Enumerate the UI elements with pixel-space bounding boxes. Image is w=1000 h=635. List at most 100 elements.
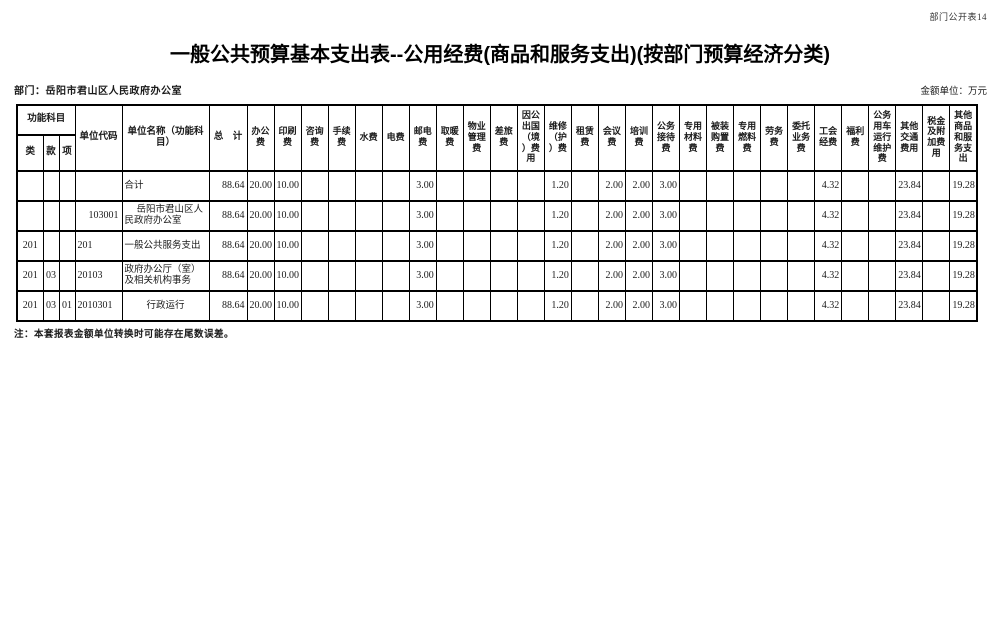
budget-table: 功能科目 单位代码 单位名称（功能科目）总 计办公费 印刷费 咨询费 手续费 水费 电费 邮电费… (16, 104, 978, 322)
header-function-col: 类 (16, 134, 44, 172)
cell-fee-value: 4.32 (814, 260, 843, 292)
header-fee-column: 培训费 (624, 104, 653, 172)
header-function-col: 项 (58, 134, 76, 172)
cell-fee-value (300, 290, 329, 322)
header-fee-label: 委托业务费 (792, 121, 811, 153)
header-fee-column: 手续费 (327, 104, 356, 172)
cell-fee-value: 20.00 (246, 200, 275, 232)
cell-fee-value (678, 200, 708, 232)
cell-fee-value (570, 200, 599, 232)
cell-fee-value (381, 200, 410, 232)
cell-kuan (42, 200, 60, 232)
cell-fee-value (327, 200, 356, 232)
cell-fee-value: 2.00 (597, 200, 626, 232)
cell-fee-value (462, 260, 491, 292)
header-fee-label: 取暖费 (440, 126, 459, 148)
cell-fee-value: 4.32 (814, 290, 843, 322)
cell-fee-value (354, 260, 383, 292)
budget-table-header: 功能科目 单位代码 单位名称（功能科目）总 计办公费 印刷费 咨询费 手续费 水费 电费 邮电费… (16, 104, 978, 172)
header-fee-column: 劳务费 (760, 104, 789, 172)
cell-fee-value (841, 260, 870, 292)
header-fee-label: 劳务费 (765, 126, 784, 148)
cell-unit-code (74, 170, 123, 202)
cell-fee-value (354, 230, 383, 262)
cell-total: 88.64 (208, 290, 248, 322)
cell-fee-value: 2.00 (624, 290, 653, 322)
cell-fee-value: 3.00 (408, 230, 437, 262)
cell-fee-value: 19.28 (949, 170, 978, 202)
header-fee-column: 公务用车运行维护费 (868, 104, 897, 172)
cell-fee-value (760, 260, 789, 292)
cell-fee-value: 10.00 (273, 230, 302, 262)
cell-fee-value (489, 290, 518, 322)
cell-fee-value (435, 170, 464, 202)
cell-unit-name: 一般公共服务支出 (121, 230, 210, 262)
header-fee-column: 物业管理费 (462, 104, 491, 172)
cell-fee-value (868, 290, 897, 322)
cell-kuan (42, 170, 60, 202)
cell-fee-value: 2.00 (624, 200, 653, 232)
cell-fee-value: 2.00 (624, 170, 653, 202)
cell-fee-value: 3.00 (408, 200, 437, 232)
cell-fee-value (706, 290, 735, 322)
cell-lei: 201 (16, 230, 44, 262)
header-fee-label: 差旅费 (494, 126, 513, 148)
cell-fee-value: 10.00 (273, 170, 302, 202)
cell-fee-value: 3.00 (408, 260, 437, 292)
cell-fee-value: 20.00 (246, 170, 275, 202)
cell-fee-value (462, 170, 491, 202)
header-fee-column: 取暖费 (435, 104, 464, 172)
header-fee-column: 维修（护）费 (543, 104, 572, 172)
header-fee-column: 邮电费 (408, 104, 437, 172)
cell-fee-value (516, 230, 545, 262)
cell-lei: 201 (16, 290, 44, 322)
cell-fee-value (841, 200, 870, 232)
cell-kuan: 03 (42, 260, 60, 292)
header-fee-column: 印刷费 (273, 104, 302, 172)
header-function-col: 款 (42, 134, 60, 172)
cell-fee-value (868, 170, 897, 202)
cell-lei: 201 (16, 260, 44, 292)
cell-fee-value (354, 170, 383, 202)
cell-fee-value (678, 290, 708, 322)
amount-unit-label: 金额单位：万元 (920, 87, 987, 97)
header-fee-label: 公务接待费 (656, 121, 675, 153)
header-fee-label: 咨询费 (305, 126, 324, 148)
cell-fee-value (678, 260, 708, 292)
cell-fee-value (381, 290, 410, 322)
cell-fee-value: 3.00 (651, 200, 681, 232)
header-fee-column: 委托业务费 (787, 104, 816, 172)
cell-fee-value (868, 260, 897, 292)
cell-lei (16, 200, 44, 232)
cell-fee-value: 1.20 (543, 290, 572, 322)
cell-fee-value (300, 200, 329, 232)
header-fee-label: 专用燃料费 (738, 121, 757, 153)
cell-fee-value (678, 230, 708, 262)
header-fee-label: 水费 (359, 131, 378, 142)
page-title: 一般公共预算基本支出表--公用经费(商品和服务支出)(按部门预算经济分类) (170, 44, 830, 66)
cell-xiang (58, 230, 76, 262)
header-fee-label: 其他交通费用 (900, 121, 919, 153)
header-fee-column: 会议费 (597, 104, 626, 172)
cell-fee-value (733, 260, 762, 292)
header-fee-column: 租赁费 (570, 104, 599, 172)
cell-fee-value (516, 290, 545, 322)
header-fee-label: 税金及附加费用 (927, 115, 946, 158)
header-fee-column: 咨询费 (300, 104, 329, 172)
cell-fee-value: 4.32 (814, 200, 843, 232)
cell-fee-value (354, 200, 383, 232)
cell-fee-value (435, 260, 464, 292)
cell-fee-value (516, 170, 545, 202)
cell-fee-value (516, 200, 545, 232)
cell-fee-value: 20.00 (246, 290, 275, 322)
cell-fee-value (489, 260, 518, 292)
header-fee-column: 其他商品和服务支出 (949, 104, 978, 172)
cell-fee-value (787, 260, 816, 292)
cell-fee-value: 2.00 (597, 290, 626, 322)
cell-fee-value: 2.00 (597, 230, 626, 262)
cell-fee-value (327, 230, 356, 262)
cell-fee-value: 1.20 (543, 170, 572, 202)
header-fee-label: 印刷费 (278, 126, 297, 148)
cell-fee-value: 3.00 (651, 260, 681, 292)
cell-fee-value (922, 200, 951, 232)
